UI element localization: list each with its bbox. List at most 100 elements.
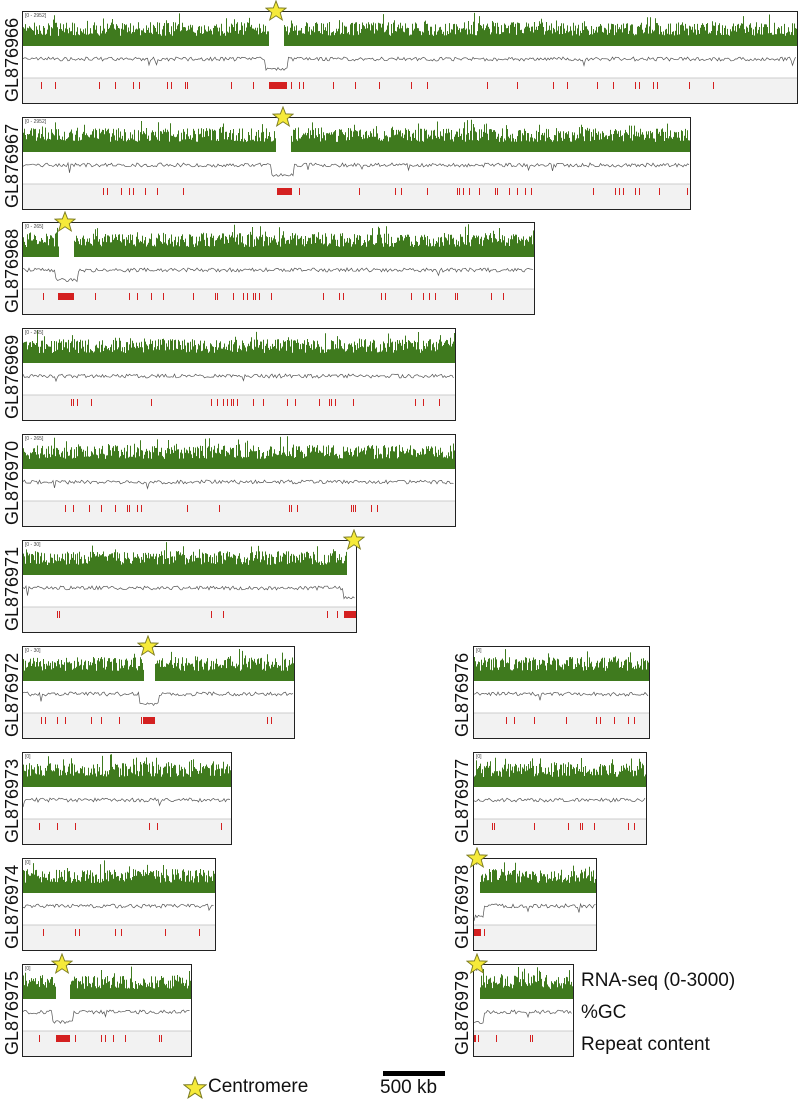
rna-seq-track xyxy=(23,119,690,152)
centromere-star-icon xyxy=(265,0,287,22)
gc-track-bg xyxy=(23,471,455,501)
scale-bar xyxy=(383,1071,445,1076)
tracks-svg xyxy=(23,12,797,89)
rna-seq-track xyxy=(23,542,347,575)
gc-track-bg xyxy=(23,1001,191,1031)
gc-track xyxy=(23,373,454,383)
gc-track-bg xyxy=(23,789,231,819)
rna-range-label: [0] xyxy=(25,754,31,760)
tracks-svg xyxy=(23,223,534,300)
gc-track xyxy=(23,797,231,808)
rna-seq-track xyxy=(480,967,573,999)
track-box: [0] xyxy=(473,858,597,951)
gc-track xyxy=(23,479,454,490)
repeat-track xyxy=(43,929,200,936)
centromere-star-icon xyxy=(466,953,488,975)
track-box: [0 - 265] xyxy=(22,222,535,315)
track-box: [0] xyxy=(22,752,232,845)
gc-track-bg xyxy=(23,154,690,184)
rna-seq-track xyxy=(480,862,596,893)
contig-label: GL876970 xyxy=(2,440,22,525)
gc-track-bg xyxy=(23,577,356,607)
rna-range-label: [0 - 30] xyxy=(25,542,41,548)
rna-seq-track xyxy=(23,12,797,46)
contig-label: GL876976 xyxy=(452,652,472,737)
centromere-star-icon xyxy=(343,529,365,551)
gc-track xyxy=(23,267,534,283)
repeat-track xyxy=(474,1035,533,1042)
rna-seq-track xyxy=(23,224,534,257)
repeat-track xyxy=(492,823,635,830)
contig-label: GL876974 xyxy=(2,864,22,949)
star-icon xyxy=(183,1076,207,1099)
repeat-track xyxy=(43,293,504,300)
repeat-track xyxy=(57,611,356,618)
gc-track-bg xyxy=(474,683,649,713)
contig-label: GL876977 xyxy=(452,758,472,843)
contig-label: GL876967 xyxy=(2,123,22,208)
rna-range-label: [0 - 265] xyxy=(25,224,44,230)
rna-range-label: [0 - 265] xyxy=(25,436,44,442)
tracks-svg xyxy=(23,647,294,724)
tracks-svg xyxy=(23,965,191,1042)
rna-seq-track xyxy=(474,649,649,681)
gc-track-bg xyxy=(23,365,455,395)
rna-seq-track xyxy=(474,757,646,787)
tracks-svg xyxy=(23,859,215,936)
tracks-svg xyxy=(23,435,455,512)
gc-track xyxy=(474,902,596,921)
track-box: [0] xyxy=(473,964,574,1057)
tracks-svg xyxy=(23,753,231,830)
track-box: [0] xyxy=(473,752,647,845)
centromere-star-icon xyxy=(54,211,76,233)
track-box: [0] xyxy=(22,858,216,951)
legend-rna-seq: RNA-seq (0-3000) xyxy=(581,970,736,991)
repeat-track xyxy=(41,717,272,724)
gc-track-bg xyxy=(474,1001,573,1031)
centromere-star-icon xyxy=(466,847,488,869)
legend-centromere: Centromere xyxy=(208,1076,309,1097)
repeat-track xyxy=(474,929,485,936)
track-box: [0 - 30] xyxy=(22,540,357,633)
contig-label: GL876972 xyxy=(2,652,22,737)
repeat-track xyxy=(103,188,688,195)
rna-seq-track xyxy=(23,330,455,363)
tracks-svg xyxy=(23,118,690,195)
contig-label: GL876968 xyxy=(2,228,22,313)
gc-track-bg xyxy=(474,895,596,925)
contig-label: GL876979 xyxy=(452,970,472,1055)
gc-track xyxy=(23,161,690,177)
tracks-svg xyxy=(23,329,455,406)
contig-label: GL876971 xyxy=(2,546,22,631)
contig-label: GL876973 xyxy=(2,758,22,843)
gc-track xyxy=(474,1009,572,1024)
repeat-track xyxy=(41,82,714,89)
legend-gc: %GC xyxy=(581,1002,627,1023)
repeat-track xyxy=(506,717,635,724)
gc-track xyxy=(23,1009,190,1024)
rna-range-label: [0 - 265] xyxy=(25,330,44,336)
track-box: [0] xyxy=(473,646,650,739)
gc-track xyxy=(23,903,214,912)
rna-seq-track xyxy=(23,436,455,469)
repeat-track xyxy=(65,505,378,512)
contig-label: GL876975 xyxy=(2,970,22,1055)
tracks-svg xyxy=(474,859,596,936)
tracks-svg xyxy=(474,647,649,724)
rna-seq-track xyxy=(23,966,191,999)
track-box: [0 - 265] xyxy=(22,328,456,421)
gc-track xyxy=(474,691,649,701)
legend-repeat-content: Repeat content xyxy=(581,1034,710,1055)
repeat-track xyxy=(39,1035,162,1042)
rna-range-label: [0 - 2952] xyxy=(25,13,47,19)
gc-track-bg xyxy=(23,48,797,78)
rna-range-label: [0 - 30] xyxy=(25,648,41,654)
gc-track-bg xyxy=(23,259,534,289)
gc-track xyxy=(23,585,355,600)
track-box: [0] xyxy=(22,964,192,1057)
track-box: [0 - 2952] xyxy=(22,11,798,104)
gc-track-bg xyxy=(23,683,294,713)
rna-range-label: [0] xyxy=(476,648,482,654)
gc-track xyxy=(474,797,646,803)
track-box: [0 - 2952] xyxy=(22,117,691,210)
